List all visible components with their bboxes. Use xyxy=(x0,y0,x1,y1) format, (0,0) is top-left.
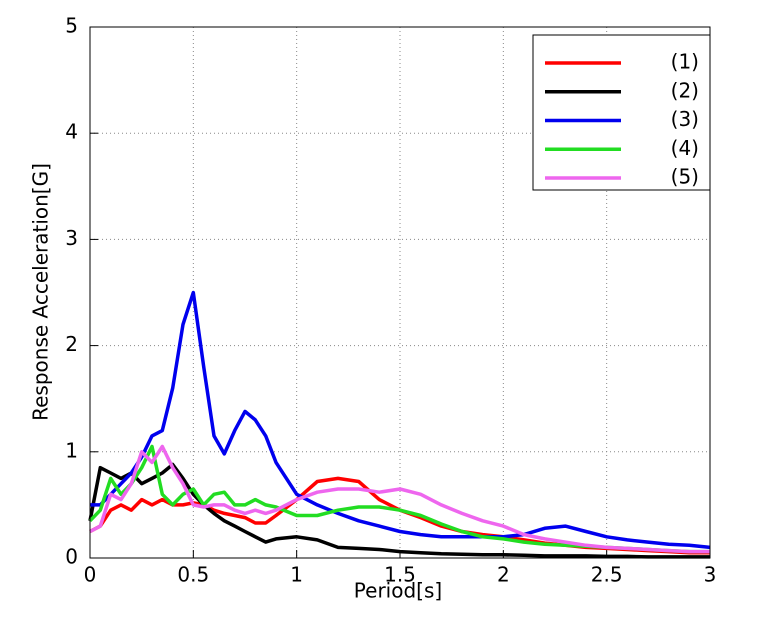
x-axis-label: Period[s] xyxy=(354,579,442,603)
x-tick-label: 1.5 xyxy=(384,563,416,587)
legend-label: (5) xyxy=(671,165,699,189)
y-axis-label: Response Acceleration[G] xyxy=(29,163,53,421)
x-tick-label: 0.5 xyxy=(177,563,209,587)
legend-label: (4) xyxy=(671,136,699,160)
x-tick-label: 1 xyxy=(290,563,303,587)
y-tick-label: 1 xyxy=(65,438,78,462)
x-tick-label: 2 xyxy=(497,563,510,587)
legend-box xyxy=(532,34,711,191)
x-tick-label: 2.5 xyxy=(591,563,623,587)
series-line xyxy=(90,290,711,550)
x-tick-label: 0 xyxy=(84,563,97,587)
y-tick-label: 0 xyxy=(65,545,78,569)
y-tick-label: 3 xyxy=(65,226,78,250)
legend-label: (1) xyxy=(671,50,699,74)
series-line xyxy=(89,444,710,554)
y-tick-label: 5 xyxy=(65,14,78,38)
series-line xyxy=(88,444,710,554)
plot-frame xyxy=(89,26,711,559)
y-tick-label: 2 xyxy=(65,332,78,356)
x-tick-label: 3 xyxy=(704,563,717,587)
y-tick-label: 4 xyxy=(65,120,78,144)
legend-label: (3) xyxy=(671,107,699,131)
legend-label: (2) xyxy=(671,78,699,102)
